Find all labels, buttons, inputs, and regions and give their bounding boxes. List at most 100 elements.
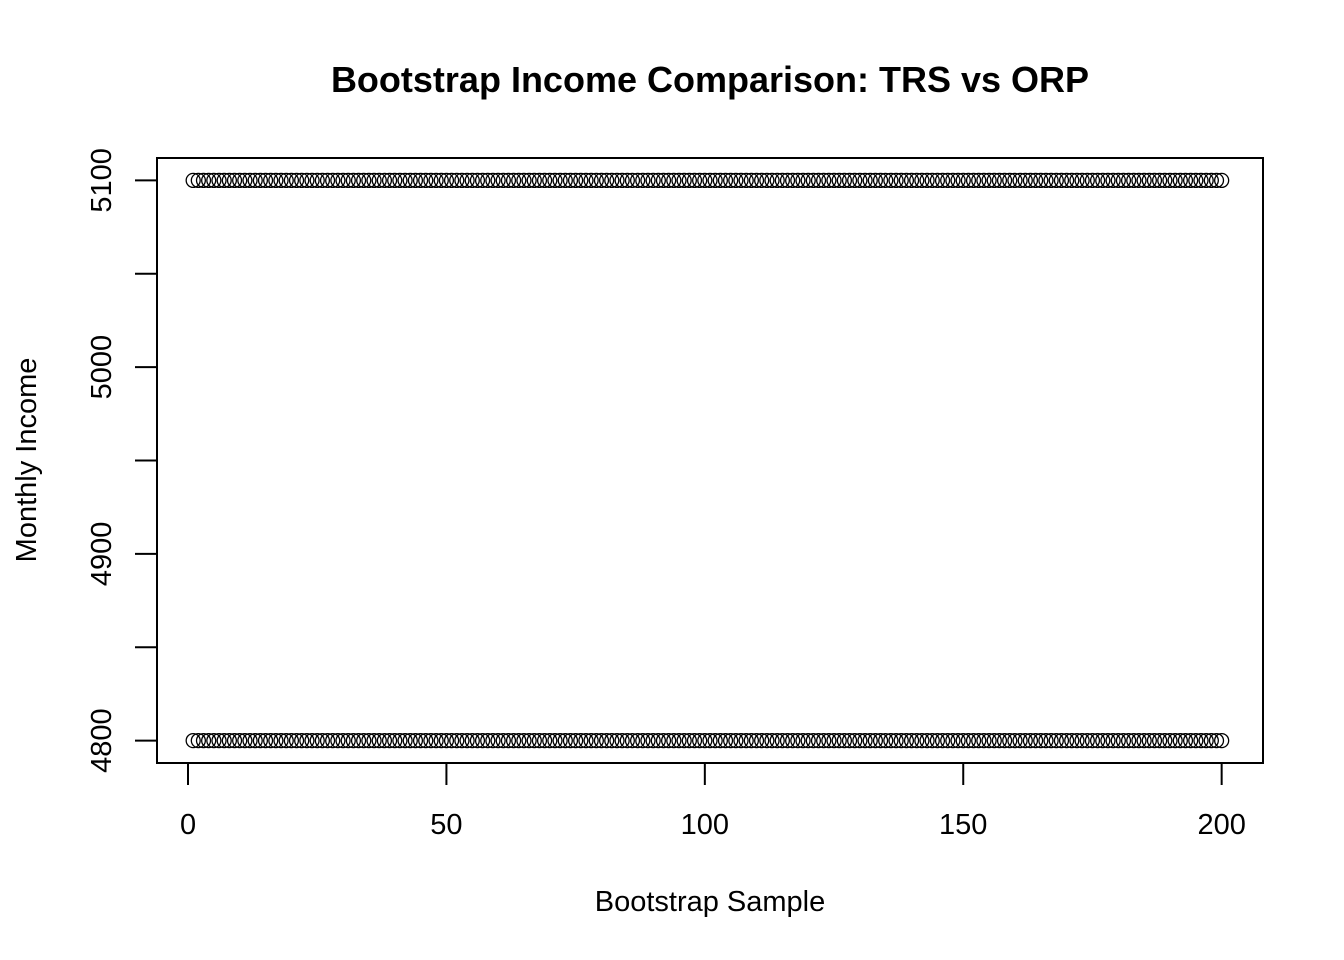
data-point (1203, 172, 1219, 189)
data-point (1136, 732, 1152, 749)
data-point (697, 732, 713, 749)
data-point (593, 732, 610, 749)
data-point (1074, 732, 1090, 749)
data-point (934, 172, 951, 189)
data-point (790, 732, 806, 749)
data-point (852, 172, 868, 189)
data-point (387, 172, 403, 189)
data-point (1064, 172, 1080, 189)
data-point (397, 172, 413, 189)
data-point (826, 172, 842, 189)
data-point (774, 172, 791, 189)
data-point (376, 732, 393, 749)
data-point (449, 732, 465, 749)
data-point (929, 732, 946, 749)
data-point (247, 732, 263, 749)
data-point (1064, 732, 1080, 749)
data-point (991, 732, 1008, 749)
data-point (965, 172, 982, 189)
data-point (743, 172, 759, 189)
data-point (604, 172, 620, 189)
data-point (356, 172, 372, 189)
data-point (567, 172, 584, 189)
data-point (671, 732, 687, 749)
data-point (898, 732, 915, 749)
data-point (1069, 732, 1085, 749)
data-point (1208, 172, 1225, 189)
data-point (1157, 732, 1173, 749)
data-point (960, 732, 977, 749)
data-point (226, 172, 243, 189)
data-point (1115, 172, 1132, 189)
data-point (454, 172, 470, 189)
data-point (697, 172, 713, 189)
data-point (252, 172, 269, 189)
data-point (257, 172, 274, 189)
data-point (335, 172, 351, 189)
data-point (671, 172, 687, 189)
data-point (1146, 732, 1163, 749)
data-point (185, 172, 201, 189)
data-point (485, 732, 501, 749)
data-point (598, 732, 615, 749)
data-point (407, 732, 424, 749)
data-point (237, 732, 253, 749)
data-point (423, 172, 439, 189)
data-point (1208, 732, 1225, 749)
data-point (562, 732, 579, 749)
data-point (521, 732, 537, 749)
data-point (955, 732, 971, 749)
data-point (1105, 172, 1121, 189)
data-point (1053, 172, 1070, 189)
data-point (614, 172, 630, 189)
data-point (330, 732, 346, 749)
data-point (914, 732, 930, 749)
data-point (666, 172, 682, 189)
data-point (909, 732, 925, 749)
data-point (263, 732, 279, 749)
data-point (707, 172, 723, 189)
data-point (816, 732, 832, 749)
data-point (469, 172, 486, 189)
data-point (232, 732, 248, 749)
data-point (604, 732, 620, 749)
data-point (407, 172, 424, 189)
data-point (263, 172, 279, 189)
data-point (237, 172, 253, 189)
data-point (490, 732, 506, 749)
data-point (743, 732, 759, 749)
data-point (836, 732, 853, 749)
data-point (190, 732, 206, 749)
data-point (562, 172, 579, 189)
data-point (185, 732, 201, 749)
data-point (278, 732, 294, 749)
data-point (878, 732, 894, 749)
data-point (929, 172, 946, 189)
data-point (909, 172, 925, 189)
data-point (314, 172, 331, 189)
data-point (392, 732, 408, 749)
data-point (361, 732, 377, 749)
data-point (511, 172, 527, 189)
data-point (1162, 172, 1178, 189)
data-point (288, 172, 305, 189)
data-point (1095, 732, 1111, 749)
data-point (1162, 732, 1178, 749)
data-point (309, 172, 325, 189)
data-point (1151, 172, 1168, 189)
data-point (712, 732, 728, 749)
data-point (1193, 172, 1209, 189)
data-point (304, 732, 320, 749)
data-point (397, 732, 413, 749)
data-point (531, 172, 548, 189)
data-point (1012, 732, 1028, 749)
data-point (443, 172, 460, 189)
data-point (588, 172, 604, 189)
data-point (769, 732, 785, 749)
data-point (459, 172, 475, 189)
data-point (438, 732, 455, 749)
data-point (717, 732, 734, 749)
data-point (805, 732, 822, 749)
data-point (578, 732, 594, 749)
data-point (381, 172, 398, 189)
